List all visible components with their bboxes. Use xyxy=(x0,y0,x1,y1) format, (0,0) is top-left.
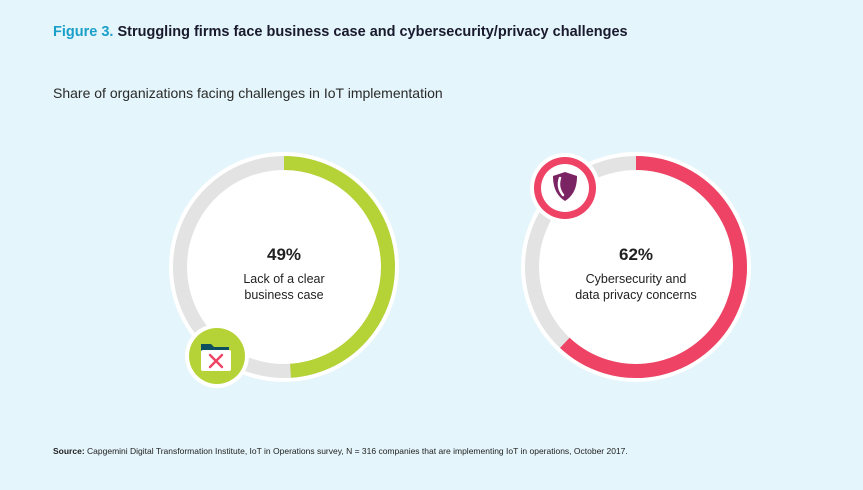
donut-2-value-arc xyxy=(560,156,747,378)
shield-icon xyxy=(530,153,600,223)
donut-1-label-line-1: Lack of a clear xyxy=(243,272,325,286)
figure-label: Figure 3. xyxy=(53,24,114,40)
donut-2-label-line-1: Cybersecurity and xyxy=(585,272,687,286)
donut-2-inner xyxy=(541,172,731,362)
donut-charts xyxy=(169,152,751,388)
donut-2-label: 62% Cybersecurity and data privacy conce… xyxy=(546,245,726,303)
donut-1-value-arc xyxy=(283,156,395,378)
donut-1-label: 49% Lack of a clear business case xyxy=(194,245,374,303)
source-text: Capgemini Digital Transformation Institu… xyxy=(87,446,628,456)
figure-title: Figure 3. Struggling firms face business… xyxy=(53,24,628,40)
chart-subtitle: Share of organizations facing challenges… xyxy=(53,85,443,101)
donut-1-inner xyxy=(189,172,379,362)
donut-2-value: 62% xyxy=(618,245,654,264)
donut-business-case xyxy=(169,152,399,382)
source-note: Source: Capgemini Digital Transformation… xyxy=(53,446,628,456)
donut-1-value: 49% xyxy=(266,245,302,264)
donut-2-label-line-2: data privacy concerns xyxy=(575,288,697,302)
folder-x-icon xyxy=(185,324,249,388)
donut-1-label-line-2: business case xyxy=(244,288,324,302)
figure-title-text: Struggling firms face business case and … xyxy=(117,24,628,40)
source-label: Source: xyxy=(53,446,85,456)
